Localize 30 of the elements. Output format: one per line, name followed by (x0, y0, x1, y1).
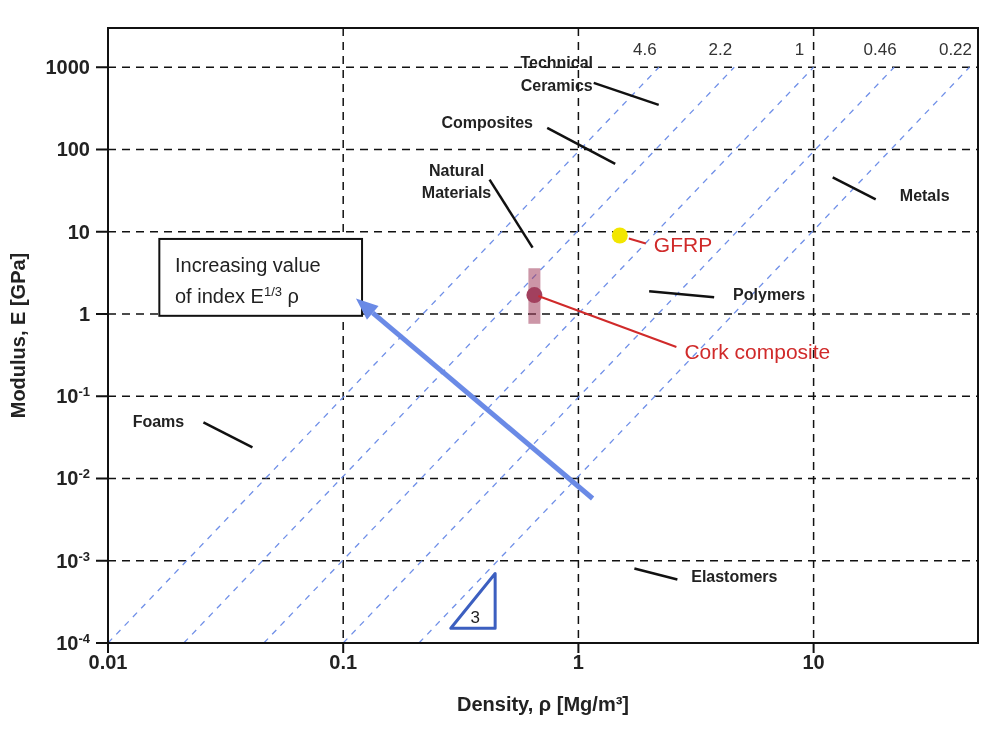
annotation: Increasing value of index E$^{1/3}$ ρ (174, 254, 321, 307)
annotation: Technical Ceramics (520, 53, 594, 94)
y-axis-title: Modulus, E [GPa] (7, 252, 30, 419)
series-label: GFRP (653, 232, 713, 256)
annotation: Metals (899, 187, 950, 205)
x-tick-label: 1 (572, 651, 584, 674)
series-label: 4.6 (633, 40, 657, 60)
annotation: Elastomers (691, 567, 778, 585)
annotation: 3 (470, 608, 480, 628)
y-tick-label: 10$^{-2}$ (56, 466, 90, 490)
x-tick-label: 10 (802, 651, 825, 674)
y-tick-label: 1000 (45, 56, 90, 79)
series-label: 0.46 (863, 40, 897, 60)
y-tick-label: 10 (67, 220, 90, 243)
x-axis-title: Density, ρ [Mg/m³] (456, 693, 630, 715)
y-tick-label: 10$^{-1}$ (56, 383, 90, 408)
x-tick-label: 0.1 (329, 651, 358, 674)
annotation: Composites (441, 113, 534, 131)
x-tick-label: 0.01 (88, 651, 128, 674)
series-label: 1 (794, 40, 805, 60)
y-tick-label: 10$^{-4}$ (56, 630, 91, 654)
y-tick-label: 10$^{-3}$ (56, 548, 90, 572)
annotation: Polymers (733, 286, 806, 304)
y-tick-label: 1 (78, 303, 90, 325)
annotation: Natural Materials (421, 161, 492, 201)
y-tick-label: 100 (56, 138, 90, 161)
text: Cork composite (684, 340, 831, 364)
annotation: Foams (132, 413, 185, 431)
series-label: 2.2 (708, 40, 733, 60)
series-label: 0.22 (938, 40, 973, 60)
